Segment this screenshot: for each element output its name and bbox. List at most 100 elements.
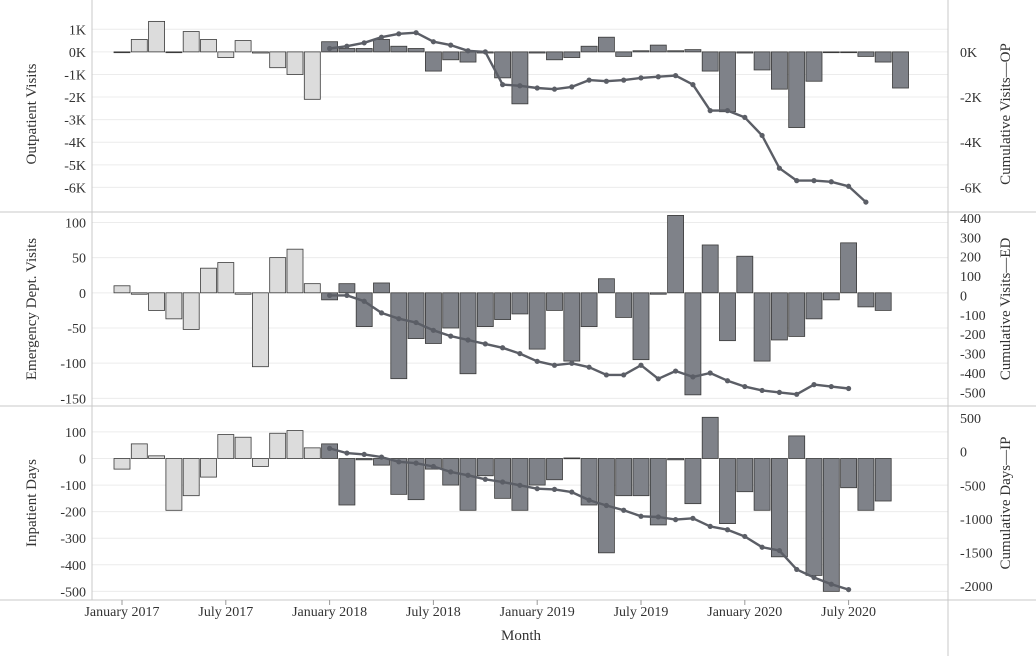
bar xyxy=(719,51,736,113)
bar xyxy=(701,51,719,72)
bar xyxy=(251,292,269,368)
bar xyxy=(148,292,166,311)
cumulative-point xyxy=(638,362,644,368)
bar xyxy=(217,51,235,58)
cumulative-point xyxy=(448,42,454,48)
bar xyxy=(303,283,321,294)
cumulative-point xyxy=(655,514,661,520)
cumulative-point xyxy=(724,527,731,533)
cumulative-point xyxy=(603,78,610,84)
bar xyxy=(615,458,633,497)
bar xyxy=(165,292,183,320)
bar xyxy=(476,458,494,477)
bar xyxy=(407,292,425,339)
bar xyxy=(563,51,581,58)
y-tick-label: -100 xyxy=(60,479,86,494)
cumulative-point xyxy=(396,459,402,465)
y2-tick-label: -300 xyxy=(960,348,986,363)
y2-tick-label: 0 xyxy=(960,446,967,461)
cumulative-point xyxy=(396,316,402,322)
bar xyxy=(805,458,823,576)
bar xyxy=(200,39,217,53)
bar xyxy=(546,458,563,481)
cumulative-line xyxy=(329,31,867,203)
bar xyxy=(113,51,131,54)
cumulative-point xyxy=(673,368,679,374)
bar xyxy=(286,248,304,294)
y-tick-label: 100 xyxy=(65,216,86,231)
y-tick-label: -300 xyxy=(60,532,86,547)
bar xyxy=(269,432,287,459)
bar xyxy=(771,292,788,341)
x-tick-label: January 2020 xyxy=(707,605,782,620)
bar xyxy=(373,282,390,294)
bar xyxy=(182,458,200,497)
bar xyxy=(822,51,840,54)
cumulative-point xyxy=(465,337,471,343)
x-tick-label: July 2017 xyxy=(198,605,253,620)
cumulative-point xyxy=(327,445,333,451)
cumulative-point xyxy=(465,472,471,478)
cumulative-point xyxy=(413,319,419,326)
bar xyxy=(771,51,788,90)
bar xyxy=(459,292,477,375)
cumulative-point xyxy=(500,479,506,485)
y2-tick-label: -4K xyxy=(960,136,982,151)
x-tick-label: July 2018 xyxy=(406,605,461,620)
cumulative-point xyxy=(603,502,610,509)
cumulative-point xyxy=(811,382,817,388)
y2-tick-label: -400 xyxy=(960,367,986,382)
bar xyxy=(165,51,183,54)
cumulative-point xyxy=(707,370,713,376)
bar xyxy=(822,292,840,301)
bar xyxy=(632,292,650,361)
bar xyxy=(355,292,373,327)
cumulative-point xyxy=(621,507,627,513)
bar xyxy=(200,267,217,294)
cumulative-point xyxy=(500,345,506,351)
bar xyxy=(753,51,771,71)
y-tick-label: 0K xyxy=(69,46,86,61)
cumulative-point xyxy=(327,45,333,52)
cumulative-point xyxy=(378,454,385,460)
y2-tick-label: -1500 xyxy=(960,547,993,562)
y-axis-title: Inpatient Days xyxy=(24,459,40,547)
cumulative-point xyxy=(690,515,696,521)
bar xyxy=(269,257,287,294)
y2-tick-label: -200 xyxy=(960,328,986,343)
cumulative-point xyxy=(621,77,627,83)
cumulative-point xyxy=(482,341,488,347)
bar xyxy=(182,31,200,53)
bar xyxy=(165,458,183,511)
bar xyxy=(701,244,719,294)
cumulative-point xyxy=(828,581,834,587)
bar xyxy=(424,51,442,72)
bar xyxy=(667,50,684,53)
cumulative-point xyxy=(448,469,454,475)
y-tick-label: -4K xyxy=(64,136,86,151)
y2-tick-label: 400 xyxy=(960,212,981,227)
cumulative-point xyxy=(534,358,540,364)
x-tick-label: January 2017 xyxy=(84,605,159,620)
bar xyxy=(771,458,788,558)
cumulative-point xyxy=(361,40,367,46)
bar xyxy=(459,51,477,63)
cumulative-point xyxy=(551,486,558,492)
cumulative-point xyxy=(586,77,592,83)
cumulative-point xyxy=(448,333,454,339)
bar xyxy=(511,51,529,105)
bar xyxy=(667,458,684,461)
cumulative-point xyxy=(327,292,333,299)
cumulative-point xyxy=(638,75,644,81)
cumulative-point xyxy=(707,523,713,529)
y-tick-label: 0 xyxy=(79,287,86,302)
bar xyxy=(234,292,252,295)
y-tick-label: -1K xyxy=(64,68,86,83)
bar xyxy=(684,49,702,53)
y-tick-label: -400 xyxy=(60,559,86,574)
bar xyxy=(494,292,512,320)
cumulative-point xyxy=(776,389,783,395)
cumulative-point xyxy=(638,513,644,519)
cumulative-point xyxy=(586,364,592,370)
